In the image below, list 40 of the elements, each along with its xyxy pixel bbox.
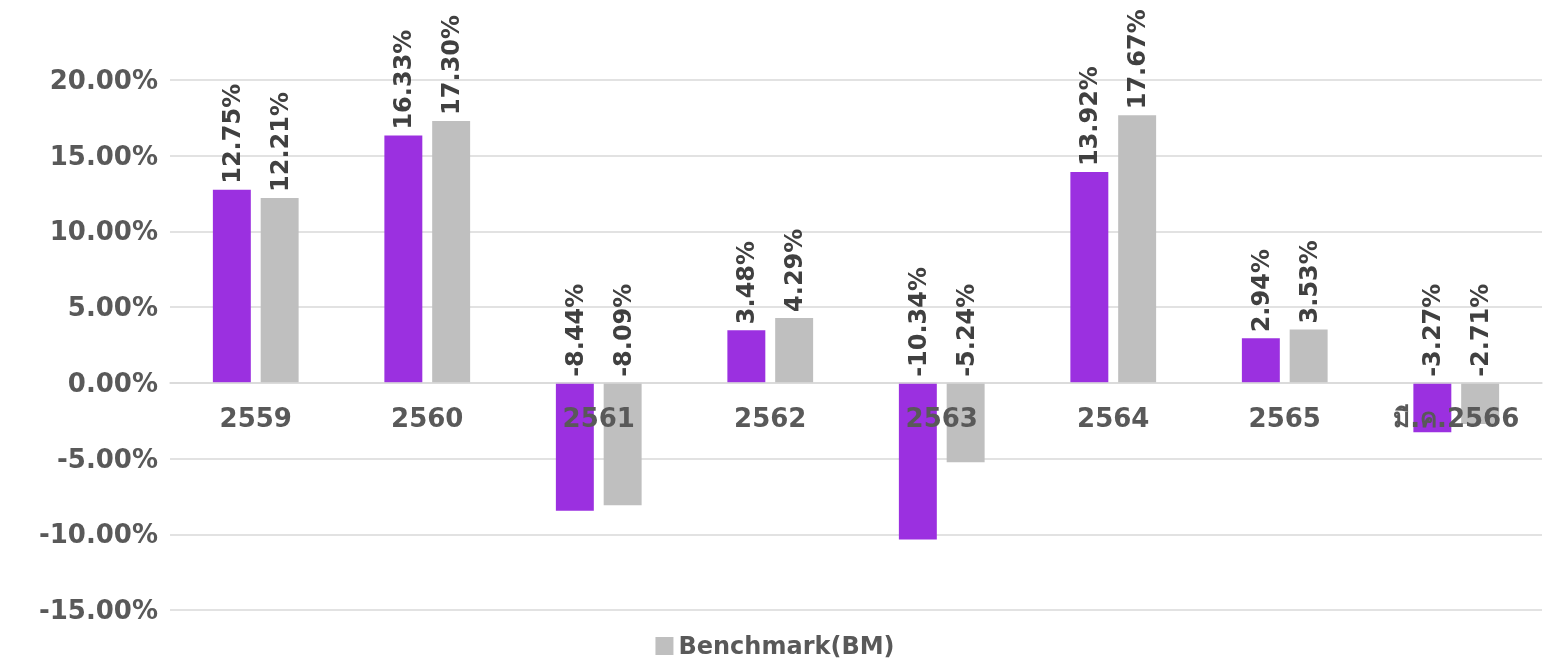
y-tick-label: 15.00% [49, 140, 158, 171]
y-tick-label: 20.00% [49, 65, 158, 95]
data-label: 16.33% [389, 29, 418, 130]
bar [1289, 329, 1328, 383]
bar [432, 120, 471, 383]
x-tick-label: 2559 [219, 402, 292, 433]
y-tick-label: 10.00% [49, 216, 158, 247]
legend-label: Benchmark(BM) [678, 632, 895, 660]
data-label: -3.27% [1418, 283, 1447, 377]
data-label: 13.92% [1075, 66, 1104, 167]
data-label: -2.71% [1466, 283, 1495, 377]
bar [1118, 115, 1157, 383]
y-tick-label: -5.00% [57, 443, 158, 474]
bar [212, 189, 251, 383]
bar [260, 197, 299, 383]
y-tick-label: 0.00% [67, 367, 158, 398]
bar [727, 330, 766, 383]
data-label: 3.53% [1294, 240, 1323, 324]
y-tick-label: -15.00% [38, 595, 158, 625]
data-label: -5.24% [951, 283, 980, 377]
x-tick-label: 2565 [1248, 402, 1321, 433]
bar [1241, 338, 1280, 383]
data-label: 17.67% [1123, 9, 1152, 110]
y-tick-label: 5.00% [67, 292, 158, 323]
data-label: -10.34% [903, 266, 932, 377]
data-label: 2.94% [1246, 249, 1275, 333]
data-label: 12.21% [265, 91, 294, 192]
y-tick-label: -10.00% [38, 519, 158, 550]
x-tick-label: 2564 [1077, 402, 1150, 433]
data-label: -8.44% [560, 283, 589, 377]
data-label: 4.29% [780, 228, 809, 312]
data-label: 3.48% [732, 240, 761, 325]
data-label: 17.30% [437, 14, 466, 115]
bar [775, 317, 814, 383]
bar [384, 135, 423, 383]
data-label: -8.09% [608, 283, 637, 377]
x-tick-label: 2560 [391, 402, 464, 433]
bar [1070, 172, 1109, 383]
data-label: 12.75% [217, 83, 246, 184]
x-tick-label: 2562 [734, 402, 807, 433]
